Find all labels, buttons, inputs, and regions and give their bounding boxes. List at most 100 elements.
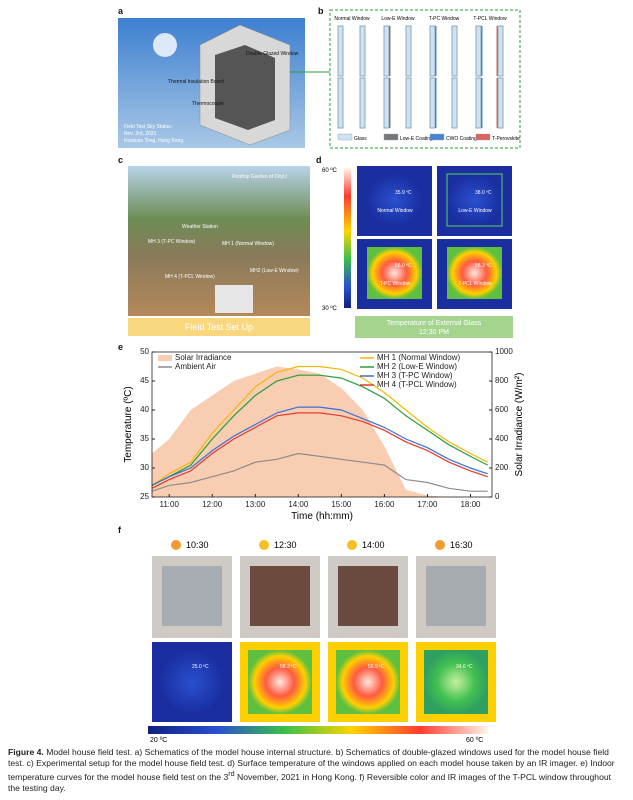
photo-window [426, 566, 486, 626]
scale-label: 30 ºC [322, 305, 338, 312]
pane [359, 77, 366, 129]
line [151, 412, 488, 489]
time-label: 10:30 [186, 540, 209, 550]
panel-label: c [118, 155, 123, 165]
y-axis-label: Temperature (ºC) [123, 386, 134, 462]
ir-window [248, 650, 312, 714]
line [151, 452, 488, 492]
frame [329, 9, 521, 149]
banner-text: 12:30 PM [419, 329, 449, 336]
banner [355, 316, 513, 338]
ir-window [336, 650, 400, 714]
pane [451, 25, 458, 77]
caption: Figure 4. Model house field test. a) Sch… [8, 747, 625, 794]
panel-label: d [316, 155, 322, 165]
scale-label: 20 ºC [150, 737, 167, 744]
coating [435, 26, 437, 76]
pane [337, 25, 344, 77]
caption-text: November, 2021 in Hong Kong. f) Reversib… [8, 771, 612, 793]
legend-label: MH 1 (Normal Window) [377, 353, 460, 362]
window-label: Normal Window [377, 208, 413, 214]
pane [405, 77, 412, 129]
time-label: 12:30 [274, 540, 297, 550]
scale-label: 60 ºC [466, 737, 483, 744]
sun-icon [259, 540, 269, 550]
y-tick-label: 35 [140, 434, 149, 443]
pane [497, 77, 504, 129]
temp-label: 58.3 ºC [475, 263, 492, 269]
column-header: Low-E Window [381, 16, 415, 22]
annotation: Rooftop Garden of CityU [232, 174, 287, 180]
x-tick-label: 16:00 [374, 500, 395, 509]
temp-label: 38.0 ºC [475, 190, 492, 196]
time-label: 14:00 [362, 540, 385, 550]
x-axis-label: Time (hh:mm) [291, 511, 353, 522]
pane [405, 25, 412, 77]
coating [481, 78, 483, 128]
ir-window [367, 174, 422, 226]
x-tick-label: 11:00 [159, 500, 179, 509]
legend-swatch [383, 133, 399, 141]
colorbar [148, 726, 488, 734]
pane [429, 25, 436, 77]
temp-label: 34.6 ºC [456, 664, 473, 670]
annotation: Thermocouple [192, 101, 224, 107]
line [151, 365, 488, 486]
figure: a Double Glazed Window Thermal Insulatio… [118, 6, 525, 744]
ir-window [160, 650, 224, 714]
y-tick-label: 30 [140, 463, 149, 472]
annotation: Thermal Insulation Board [168, 79, 224, 85]
legend-label: CWO Coating [446, 136, 477, 142]
photo-window [250, 566, 310, 626]
temp-label: 56.0 ºC [395, 263, 412, 269]
panel-label: e [118, 342, 123, 352]
pedestal [215, 285, 253, 313]
y2-tick-label: 200 [495, 463, 509, 472]
scale-label: 60 ºC [322, 167, 338, 174]
ir-window [446, 173, 503, 227]
coating [481, 26, 483, 76]
area [152, 366, 488, 497]
ir-window [367, 247, 422, 299]
panel-label: a [118, 6, 124, 16]
temp-label: 35.9 ºC [395, 190, 412, 196]
column-header: Normal Window [334, 16, 370, 22]
colorbar [344, 168, 351, 308]
legend-label: Ambient Air [175, 362, 216, 371]
coating [496, 26, 498, 76]
caption-label: Figure 4. [8, 747, 44, 757]
y2-axis-label: Solar Irradiance (W/m²) [514, 373, 525, 477]
pane [383, 25, 390, 77]
y2-tick-label: 0 [495, 492, 500, 501]
coating [496, 78, 498, 128]
ir-window [447, 247, 502, 299]
y-tick-label: 40 [140, 405, 149, 414]
x-tick-label: 13:00 [245, 500, 266, 509]
legend-label: Low-E Coating [400, 136, 433, 142]
column-header: T-PC Window [429, 16, 460, 22]
annotation: Nov. 3rd, 2021 [124, 131, 157, 137]
legend-label: Glass [354, 136, 367, 142]
window-label: T-PC Window [380, 281, 411, 287]
temp-label: 25.0 ºC [192, 664, 209, 670]
panel-label: b [318, 6, 324, 16]
pane [337, 77, 344, 129]
caption-text: Model house field test. a) Schematics of… [8, 747, 615, 782]
annotation: Field Test Sky Status: [124, 124, 172, 130]
legend: Glass Low-E Coating CWO Coating T-Perovskit… [337, 133, 520, 142]
photo-window [162, 566, 222, 626]
annotation: MH 1 (Normal Window) [222, 241, 274, 247]
pane [475, 25, 482, 77]
pane [497, 25, 504, 77]
column-header: T-PCL Window [473, 16, 507, 22]
sun-icon [435, 540, 445, 550]
legend-label: MH 4 (T-PCL Window) [377, 380, 457, 389]
annotation: MH 4 (T-PCL Window) [165, 274, 215, 280]
temp-label: 58.3 ºC [280, 664, 297, 670]
window-label: T-PCL Window [458, 281, 492, 287]
pane [429, 77, 436, 129]
x-tick-label: 15:00 [331, 500, 352, 509]
sun [153, 33, 177, 57]
x-tick-label: 17:00 [417, 500, 438, 509]
